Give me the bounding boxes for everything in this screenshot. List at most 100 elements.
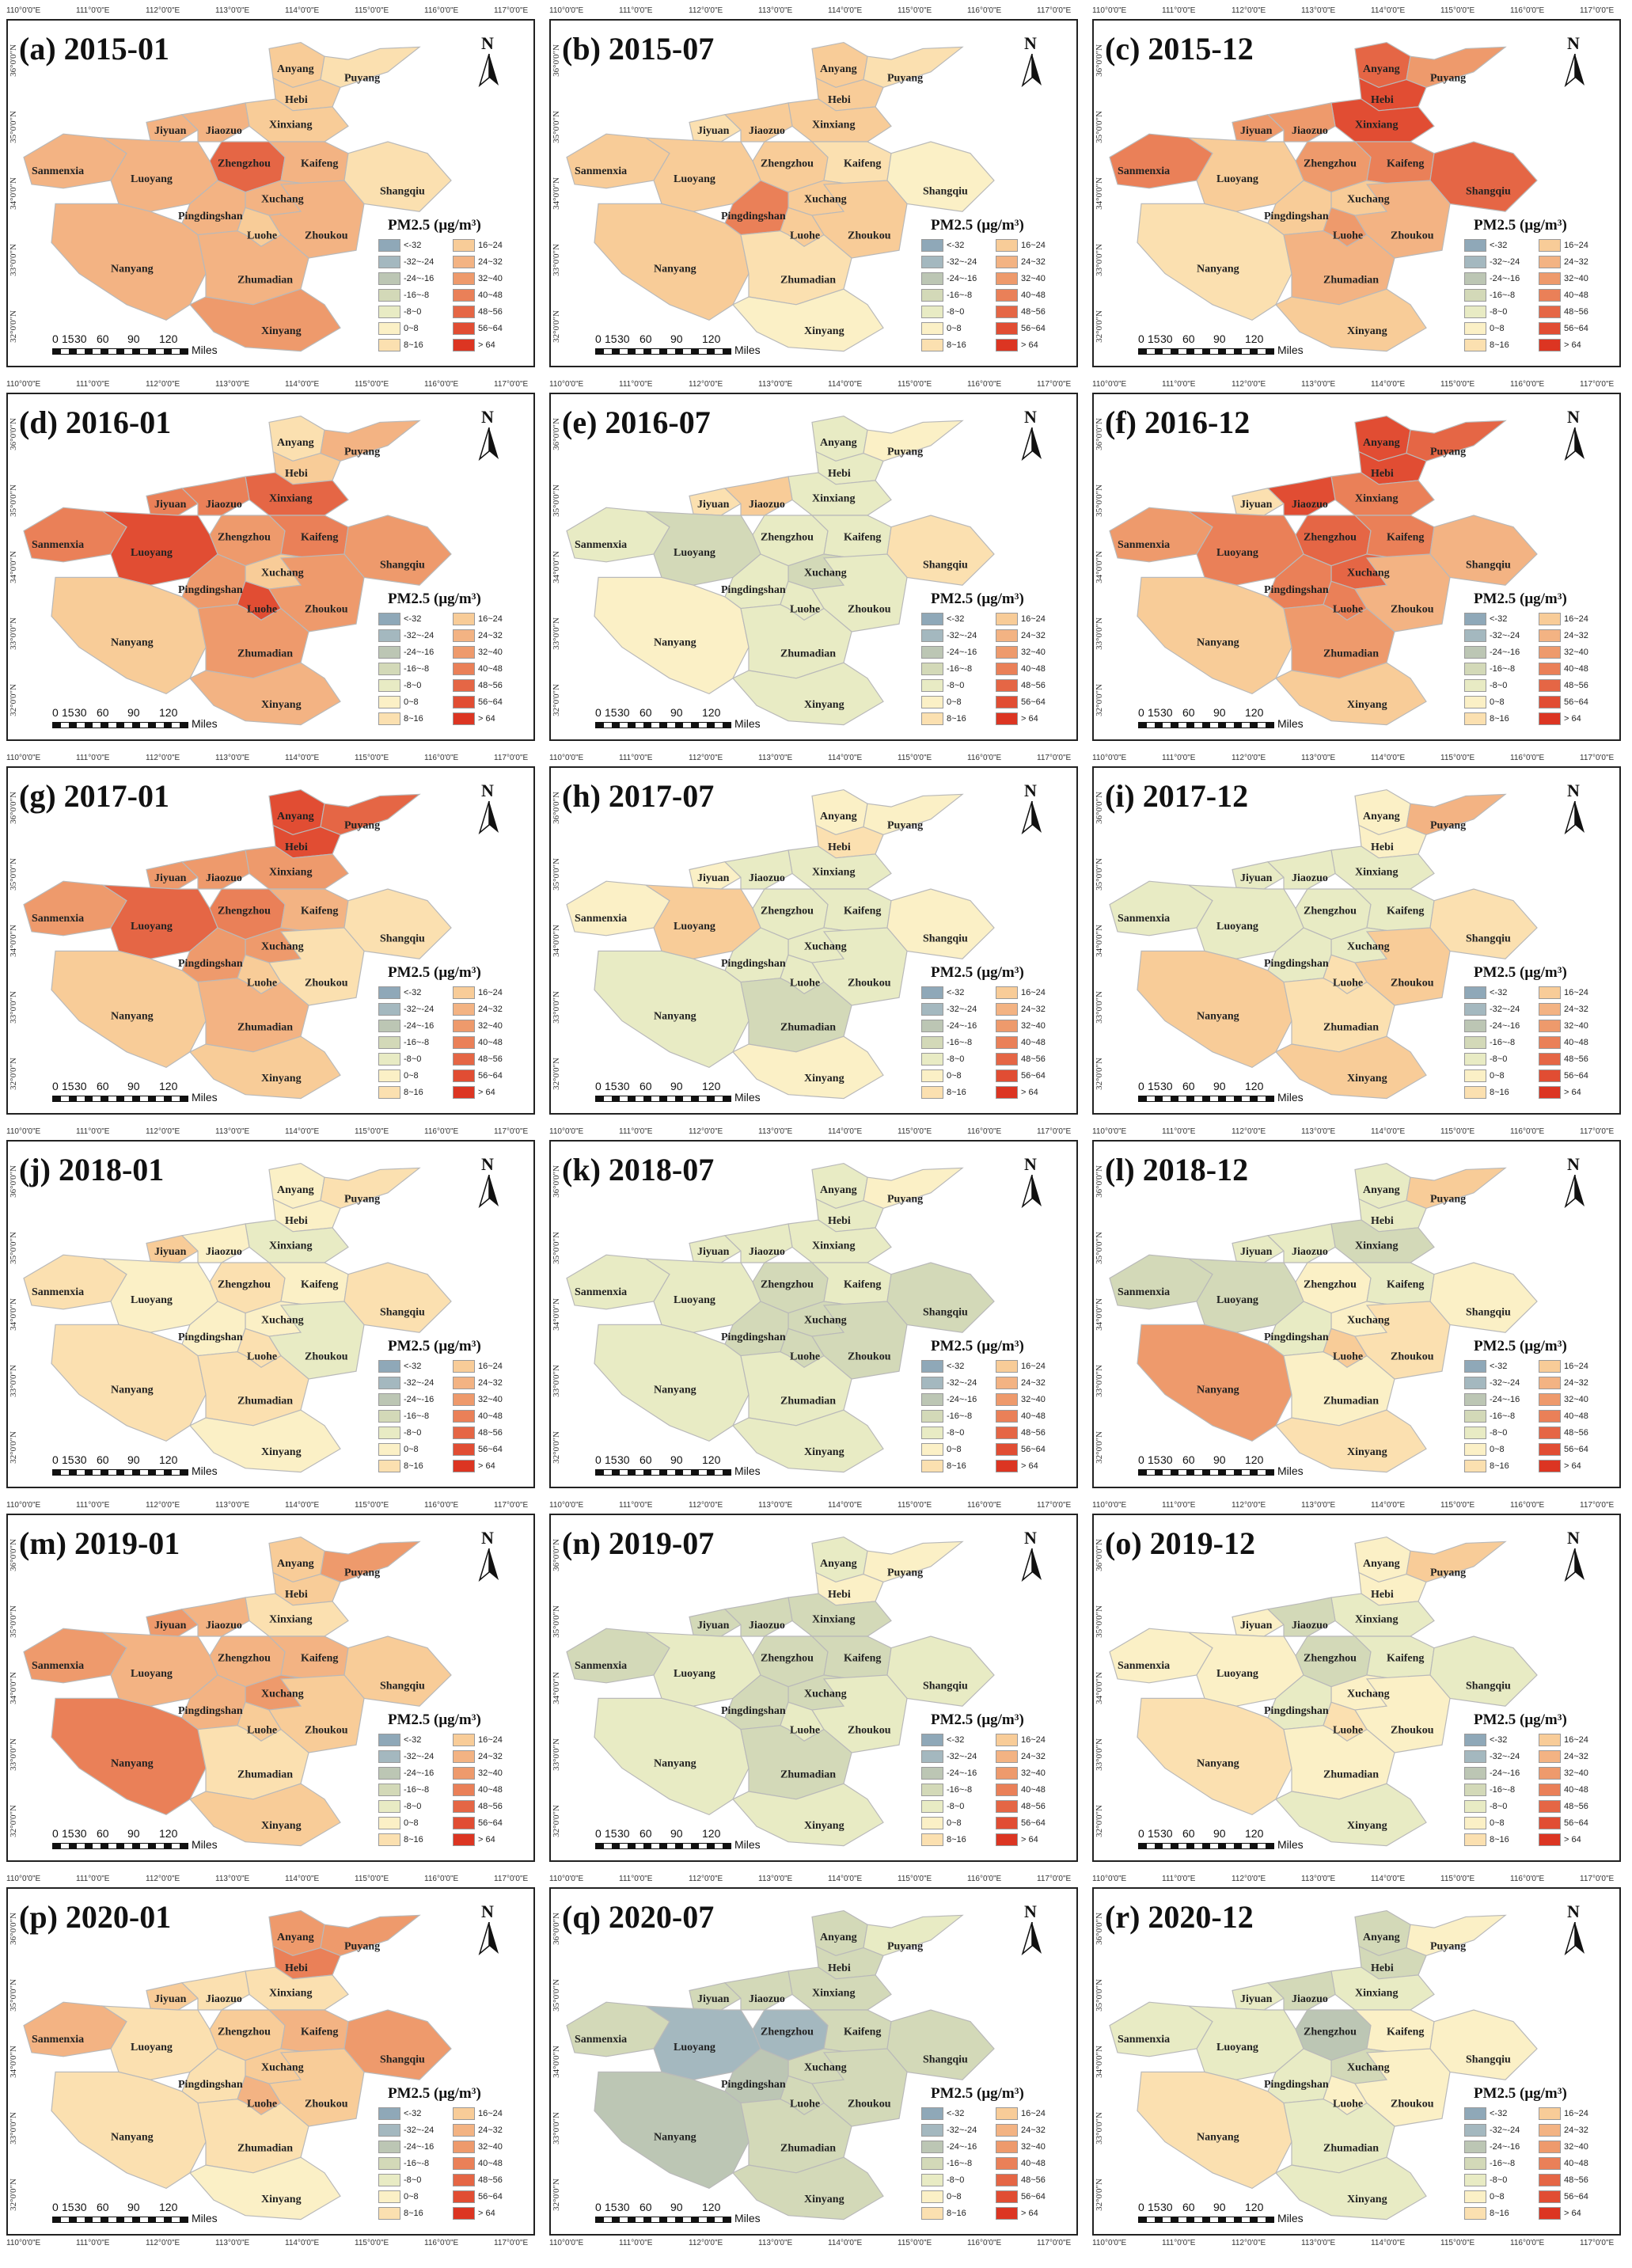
north-arrow-icon: [1564, 54, 1585, 88]
legend-label: -24~-16: [1490, 1768, 1520, 1778]
legend-label: 0~8: [1490, 2191, 1505, 2202]
legend-label: 0~8: [404, 323, 419, 333]
region-label-hebi: Hebi: [828, 467, 851, 479]
legend-label: -24~-16: [404, 1394, 435, 1404]
legend-label: -32~-24: [404, 2125, 435, 2135]
legend-swatch: [1539, 1053, 1561, 1066]
legend-swatch: [453, 1800, 475, 1813]
legend-label: -32~-24: [404, 256, 435, 267]
region-label-puyang: Puyang: [887, 819, 923, 831]
legend-swatch: [378, 256, 400, 268]
region-label-sanmenxia: Sanmenxia: [1118, 2033, 1170, 2045]
region-label-nanyang: Nanyang: [654, 1757, 696, 1769]
legend-item: <-32: [1464, 2107, 1507, 2122]
legend-item: -32~-24: [921, 2124, 977, 2138]
longitude-label: 111°0'0"E: [619, 1127, 653, 1136]
legend-item: 0~8: [378, 2190, 419, 2205]
legend-label: -8~0: [1490, 1427, 1508, 1438]
legend-label: -24~-16: [404, 647, 435, 657]
legend-swatch: [996, 339, 1018, 351]
scale-unit: Miles: [192, 717, 218, 730]
north-label: N: [1024, 781, 1037, 800]
legend-swatch: [996, 1427, 1018, 1439]
region-label-shangqiu: Shangqiu: [1466, 1680, 1511, 1692]
scale-tick-label: 120: [702, 706, 721, 719]
legend-item: 32~40: [453, 1393, 503, 1408]
legend-swatch: [453, 1360, 475, 1373]
longitude-label: 114°0'0"E: [285, 2239, 320, 2247]
region-label-jiyuan: Jiyuan: [154, 498, 187, 510]
scale-tick-label: 120: [702, 1080, 721, 1092]
legend-swatch: [378, 1410, 400, 1423]
legend-swatch: [453, 1036, 475, 1049]
region-label-luoyang: Luoyang: [1216, 546, 1258, 558]
region-label-kaifeng: Kaifeng: [1387, 2025, 1425, 2037]
map-panel: Anyang Puyang Hebi Xinxiang Jiyuan Jiaozuo Zhe…: [6, 1140, 535, 1488]
legend: PM2.5 (μg/m³) <-32 -32~-24 -24~-16 -16~-8 -8~…: [378, 591, 529, 733]
legend-item: 56~64: [1539, 322, 1588, 336]
legend-label: -8~0: [1490, 1801, 1508, 1811]
scale-tick-label: 60: [1182, 1827, 1195, 1840]
latitude-label: 34°0'0"N: [9, 1298, 18, 1331]
legend-item: 40~48: [996, 1784, 1046, 1798]
legend-item: 8~16: [921, 339, 966, 353]
region-label-kaifeng: Kaifeng: [844, 2025, 882, 2037]
scale-tick-label: 120: [159, 1453, 178, 1466]
longitude-label: 114°0'0"E: [828, 1875, 863, 1883]
legend-item: -24~-16: [921, 646, 977, 660]
scale-tick-label: 120: [159, 2201, 178, 2213]
region-label-jiyuan: Jiyuan: [697, 872, 730, 883]
legend-label: -16~-8: [404, 663, 430, 674]
legend-swatch: [378, 2174, 400, 2186]
legend-item: 48~56: [996, 679, 1046, 693]
region-label-puyang: Puyang: [344, 1940, 380, 1952]
legend-swatch: [378, 629, 400, 642]
region-label-jiaozuo: Jiaozuo: [206, 498, 242, 510]
region-nanyang: [1137, 950, 1292, 1069]
region-xinxiang: [788, 1219, 892, 1263]
legend-label: 0~8: [947, 323, 962, 333]
legend-label: 40~48: [1564, 2158, 1588, 2168]
region-zhumadian: [197, 604, 309, 679]
legend-item: <-32: [921, 2107, 964, 2122]
legend-label: 48~56: [478, 680, 503, 690]
legend-label: 24~32: [1021, 1751, 1046, 1761]
legend-item: -8~0: [921, 2174, 964, 2188]
legend-swatch: [1464, 1069, 1486, 1082]
legend-title: PM2.5 (μg/m³): [931, 217, 1024, 234]
scale-tick-label: 60: [640, 332, 652, 345]
legend-item: -24~-16: [1464, 646, 1520, 660]
legend-item: 56~64: [996, 696, 1046, 710]
legend-label: 32~40: [1021, 2141, 1046, 2152]
region-label-zhumadian: Zhumadian: [780, 2141, 836, 2153]
region-jiyuan: [689, 1235, 742, 1263]
region-jiaozuo: [180, 1597, 250, 1637]
legend-swatch: [1464, 1003, 1486, 1016]
region-label-xinyang: Xinyang: [804, 698, 844, 710]
legend-label: 8~16: [947, 1834, 966, 1844]
region-label-pingdingshan: Pingdingshan: [1264, 1704, 1329, 1716]
legend-title: PM2.5 (μg/m³): [388, 1711, 481, 1728]
legend-swatch: [1539, 696, 1561, 709]
longitude-label: 111°0'0"E: [619, 1875, 653, 1883]
legend-label: 32~40: [1021, 1394, 1046, 1404]
region-label-anyang: Anyang: [277, 1183, 314, 1195]
legend-title: PM2.5 (μg/m³): [1474, 217, 1567, 234]
legend-swatch: [378, 1393, 400, 1406]
legend-item: -32~-24: [378, 1003, 434, 1017]
legend-label: 8~16: [404, 1087, 423, 1097]
legend-label: 0~8: [404, 1070, 419, 1081]
latitude-label: 36°0'0"N: [552, 418, 561, 450]
north-label: N: [1024, 1901, 1037, 1921]
legend-label: 48~56: [1021, 306, 1046, 317]
legend-label: > 64: [1564, 713, 1581, 724]
region-label-luohe: Luohe: [790, 1724, 820, 1736]
legend-label: 8~16: [1490, 2208, 1509, 2218]
region-label-xinyang: Xinyang: [261, 325, 302, 336]
legend-item: 16~24: [996, 986, 1046, 1001]
region-label-anyang: Anyang: [277, 63, 314, 74]
legend-swatch: [921, 1020, 943, 1032]
legend-swatch: [921, 1443, 943, 1456]
latitude-label: 32°0'0"N: [9, 1431, 18, 1464]
region-label-nanyang: Nanyang: [111, 263, 154, 275]
